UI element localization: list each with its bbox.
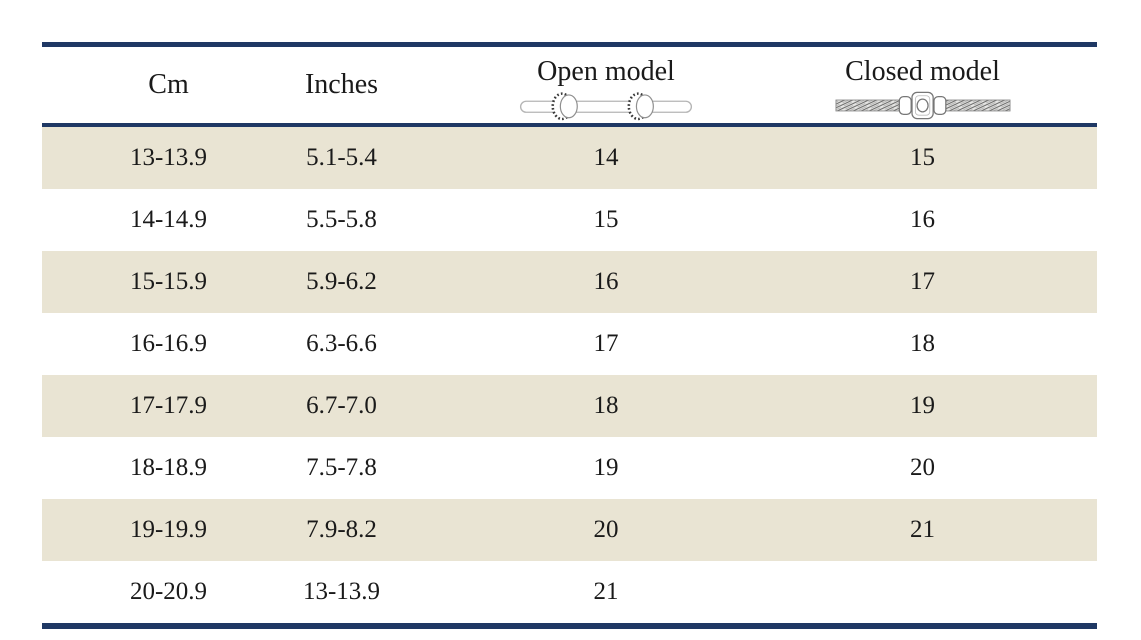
column-header-cm: Cm (42, 47, 295, 123)
cell-inches: 5.1-5.4 (306, 144, 377, 171)
cell-closed-model: 15 (910, 144, 935, 171)
cell-inches: 5.5-5.8 (306, 206, 377, 233)
table-row: 16-16.9 6.3-6.6 17 18 (42, 313, 1097, 375)
table-body: 13-13.9 5.1-5.4 14 15 14-14.9 5.5-5.8 15… (42, 127, 1097, 623)
column-label: Closed model (845, 56, 1000, 87)
cell-open-model: 20 (593, 516, 619, 543)
cell-inches: 5.9-6.2 (306, 268, 377, 295)
cell-open-model: 19 (593, 454, 619, 481)
column-header-closed-model: Closed model (780, 47, 1097, 123)
cell-open-model: 17 (593, 330, 619, 357)
column-header-open-model: Open model (432, 47, 780, 123)
cell-cm: 16-16.9 (129, 330, 208, 357)
table-row: 19-19.9 7.9-8.2 20 21 (42, 499, 1097, 561)
table-row: 17-17.9 6.7-7.0 18 19 (42, 375, 1097, 437)
cell-inches: 7.5-7.8 (306, 454, 377, 481)
cell-open-model: 16 (593, 268, 619, 295)
cell-closed-model: 16 (910, 206, 935, 233)
cell-closed-model: 21 (910, 516, 935, 543)
column-label: Cm (148, 68, 189, 100)
cell-closed-model: 18 (910, 330, 935, 357)
cell-inches: 6.3-6.6 (306, 330, 377, 357)
open-bracelet-icon (519, 92, 693, 121)
table-row: 20-20.9 13-13.9 21 (42, 561, 1097, 623)
cell-cm: 13-13.9 (129, 144, 208, 171)
cell-cm: 19-19.9 (129, 516, 208, 543)
cell-closed-model: 19 (910, 392, 935, 419)
cell-closed-model: 20 (910, 454, 935, 481)
column-header-inches: Inches (295, 47, 432, 123)
column-label: Inches (304, 68, 379, 100)
cell-closed-model (780, 561, 1097, 623)
cell-inches: 6.7-7.0 (306, 392, 377, 419)
cell-open-model: 21 (593, 578, 619, 605)
cell-open-model: 18 (593, 392, 619, 419)
table-row: 15-15.9 5.9-6.2 16 17 (42, 251, 1097, 313)
bracelet-sizing-table: Cm Inches Open model Closed model (42, 42, 1097, 629)
cell-closed-model: 17 (910, 268, 935, 295)
column-label: Open model (537, 56, 675, 87)
cell-inches: 7.9-8.2 (306, 516, 377, 543)
table-row: 14-14.9 5.5-5.8 15 16 (42, 189, 1097, 251)
cell-open-model: 15 (593, 206, 619, 233)
cell-cm: 17-17.9 (129, 392, 208, 419)
table-row: 13-13.9 5.1-5.4 14 15 (42, 127, 1097, 189)
table-row: 18-18.9 7.5-7.8 19 20 (42, 437, 1097, 499)
cell-cm: 20-20.9 (129, 578, 208, 605)
cell-open-model: 14 (593, 144, 619, 171)
cell-cm: 14-14.9 (129, 206, 208, 233)
cell-inches: 13-13.9 (302, 578, 381, 605)
closed-bracelet-icon (835, 91, 1010, 120)
table-header: Cm Inches Open model Closed model (42, 47, 1097, 127)
cell-cm: 15-15.9 (129, 268, 208, 295)
cell-cm: 18-18.9 (129, 454, 208, 481)
